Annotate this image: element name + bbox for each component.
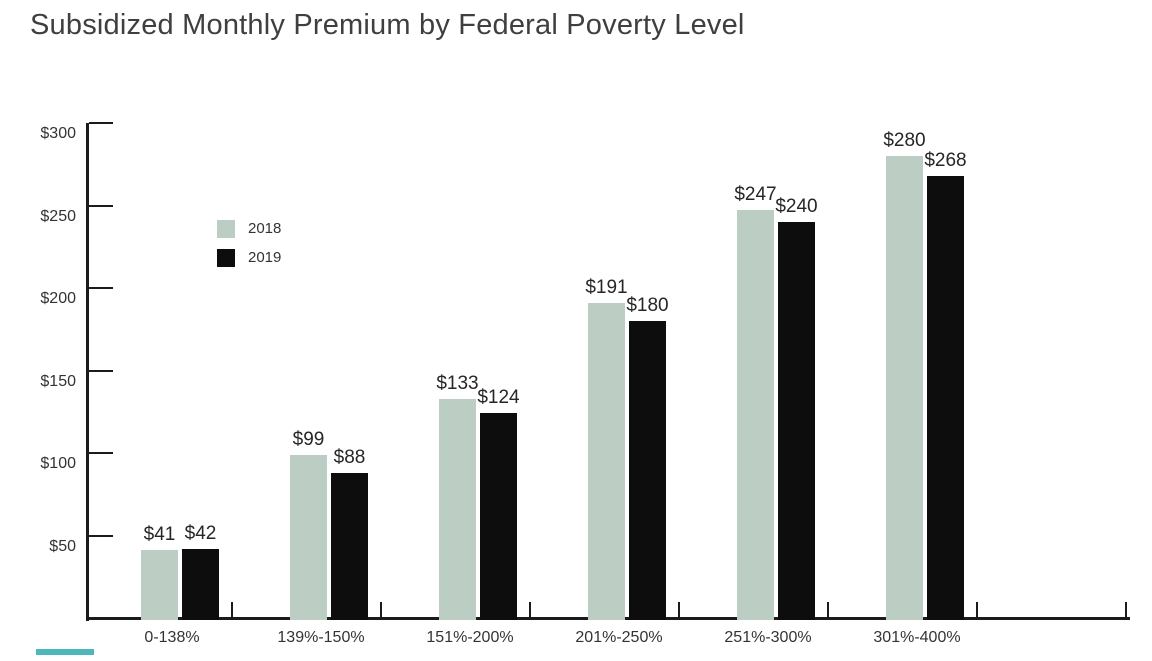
- y-axis-tick: [89, 287, 113, 289]
- bar-value-label: $247: [734, 184, 777, 206]
- x-axis-tick: [529, 602, 531, 617]
- category-label: 0-138%: [144, 629, 200, 646]
- bar-value-label: $240: [775, 196, 818, 217]
- bar-2019-251%-300%: [778, 222, 815, 620]
- bar-value-label: $41: [143, 524, 176, 546]
- legend-swatch-2019: [217, 249, 235, 267]
- bar-value-label: $88: [333, 446, 366, 468]
- category-label: 139%-150%: [277, 629, 365, 646]
- bar-2018-201%-250%: [588, 302, 625, 620]
- y-axis-tick-label: $100: [40, 455, 76, 472]
- category-label: 151%-200%: [426, 629, 514, 646]
- y-axis-tick-label: $150: [40, 372, 76, 390]
- category-label: 201%-250%: [575, 629, 663, 646]
- x-axis-tick: [827, 602, 829, 617]
- bar-2019-301%-400%: [927, 175, 964, 620]
- x-axis-tick: [231, 602, 233, 617]
- legend-item-2019: 2019: [217, 249, 281, 267]
- y-axis-tick: [89, 122, 113, 124]
- bar-value-label: $133: [436, 372, 479, 394]
- category-label: 251%-300%: [724, 629, 812, 646]
- bar-value-label: $280: [883, 130, 926, 151]
- bar-value-label: $191: [585, 276, 628, 298]
- bar-value-label: $268: [924, 149, 967, 171]
- chart-title: Subsidized Monthly Premium by Federal Po…: [30, 9, 745, 41]
- bar-2018-301%-400%: [886, 156, 923, 620]
- y-axis-tick-label: $250: [40, 207, 76, 225]
- x-axis-tick: [678, 602, 680, 617]
- accent-underline: [36, 649, 94, 655]
- y-axis-tick: [89, 204, 113, 207]
- bar-value-label: $124: [477, 387, 520, 409]
- y-axis-line: [86, 123, 89, 621]
- bar-2018-151%-200%: [439, 398, 476, 620]
- bar-2018-0-138%: [141, 550, 178, 620]
- bar-value-label: $42: [184, 522, 217, 544]
- x-axis-tick: [976, 602, 978, 617]
- y-axis-tick-label: $300: [40, 125, 76, 142]
- bar-2018-251%-300%: [737, 210, 774, 620]
- y-axis-tick: [89, 452, 113, 454]
- bar-2019-201%-250%: [629, 321, 666, 620]
- bar-2019-0-138%: [182, 548, 219, 620]
- y-axis-tick-label: $50: [49, 537, 76, 555]
- legend-label-2019: 2019: [248, 249, 282, 266]
- bar-2019-151%-200%: [480, 413, 517, 620]
- bar-value-label: $180: [626, 295, 669, 316]
- y-axis-tick-label: $200: [40, 290, 76, 307]
- legend: 2018 2019: [217, 220, 281, 278]
- x-axis-tick: [1125, 602, 1127, 617]
- legend-item-2018: 2018: [217, 220, 281, 238]
- y-axis-tick: [89, 534, 113, 537]
- bar-2019-139%-150%: [331, 472, 368, 620]
- legend-swatch-2018: [217, 220, 235, 238]
- bar-value-label: $99: [292, 428, 325, 450]
- x-axis-tick: [380, 602, 382, 617]
- legend-label-2018: 2018: [248, 220, 282, 237]
- bar-2018-139%-150%: [290, 454, 327, 620]
- y-axis-tick: [89, 369, 113, 372]
- category-label: 301%-400%: [873, 629, 961, 646]
